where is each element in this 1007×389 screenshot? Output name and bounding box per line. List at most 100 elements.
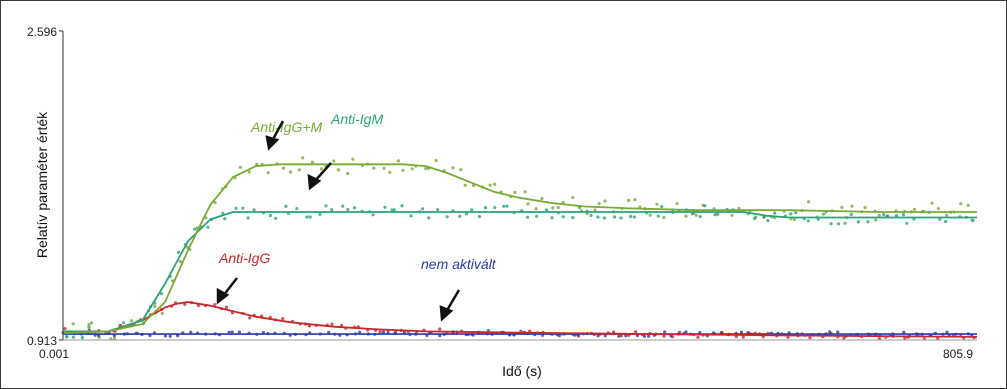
- scatter-point-anti-igg-m: [603, 199, 607, 203]
- scatter-point-anti-igg: [662, 334, 666, 338]
- scatter-point-anti-igg-m: [662, 215, 666, 220]
- scatter-point-anti-igg-m: [332, 159, 336, 163]
- scatter-point-anti-igm: [789, 212, 793, 216]
- scatter-point-anti-igg-m: [410, 167, 414, 171]
- scatter-point-anti-igg-m: [297, 168, 301, 172]
- scatter-point-anti-igm: [308, 215, 312, 219]
- scatter-point-anti-igm: [596, 215, 600, 219]
- scatter-point-nem-aktiv-lt: [189, 330, 193, 334]
- scatter-point-anti-igg-m: [459, 168, 463, 172]
- y-tick-label-min: 0.913: [27, 334, 57, 348]
- scatter-point-anti-igg-m: [401, 168, 405, 172]
- scatter-point-anti-igg-m: [288, 170, 293, 174]
- scatter-point-nem-aktiv-lt: [381, 330, 386, 334]
- scatter-point-nem-aktiv-lt: [112, 334, 116, 338]
- scatter-point-anti-igg-m: [597, 202, 601, 206]
- scatter-point-anti-igm: [80, 336, 84, 340]
- scatter-point-anti-igm: [698, 215, 702, 219]
- scatter-point-anti-igm: [493, 206, 497, 210]
- scatter-point-anti-igg-m: [87, 322, 91, 327]
- scatter-point-nem-aktiv-lt: [237, 330, 241, 334]
- scatter-point-anti-igm: [753, 216, 757, 221]
- scatter-point-anti-igg-m: [561, 200, 565, 204]
- scatter-point-anti-igg-m: [627, 198, 631, 202]
- scatter-point-anti-igm: [882, 212, 886, 217]
- scatter-point-anti-igg: [786, 335, 790, 339]
- scatter-point-anti-igg-m: [71, 322, 75, 326]
- scatter-point-anti-igg-m: [930, 201, 934, 205]
- scatter-point-nem-aktiv-lt: [902, 330, 906, 334]
- scatter-point-anti-igg-m: [434, 158, 438, 163]
- scatter-point-anti-igg-m: [807, 200, 811, 204]
- scatter-point-anti-igg-m: [863, 206, 867, 210]
- scatter-point-anti-igg-m: [310, 160, 315, 164]
- scatter-point-anti-igm: [383, 205, 387, 209]
- series-lines: [62, 163, 978, 338]
- scatter-point-anti-igm: [561, 215, 565, 219]
- scatter-point-anti-igg-m: [945, 213, 949, 217]
- scatter-point-anti-igg-m: [266, 171, 270, 175]
- scatter-point-anti-igg: [330, 322, 334, 326]
- scatter-point-anti-igm: [65, 335, 69, 339]
- scatter-point-anti-igg-m: [336, 168, 341, 172]
- scatter-point-anti-igm: [716, 212, 720, 216]
- scatter-point-anti-igm: [371, 213, 375, 217]
- scatter-point-anti-igm: [544, 208, 549, 212]
- scatter-point-anti-igg-m: [877, 213, 881, 217]
- annotation-anti-igm: Anti-IgM: [330, 111, 383, 127]
- scatter-point-anti-igg-m: [874, 218, 878, 222]
- scatter-point-anti-igm: [390, 208, 394, 212]
- scatter-point-anti-igm: [502, 204, 506, 208]
- scatter-point-anti-igg-m: [185, 245, 189, 249]
- scatter-point-anti-igg-m: [160, 311, 164, 315]
- scatter-point-anti-igg-m: [821, 212, 826, 216]
- scatter-point-anti-igm: [87, 325, 91, 329]
- scatter-point-anti-igg-m: [633, 198, 637, 202]
- scatter-point-anti-igg: [307, 324, 311, 328]
- scatter-point-anti-igg-m: [513, 190, 517, 194]
- scatter-point-anti-igm: [944, 219, 948, 224]
- scatter-point-anti-igm: [619, 216, 623, 220]
- arrow-anti-igg-m: [265, 120, 285, 151]
- scatter-point-anti-igg-m: [247, 170, 251, 174]
- scatter-point-anti-igm: [477, 215, 482, 219]
- scatter-point-anti-igm: [660, 205, 664, 209]
- scatter-point-anti-igm: [829, 222, 833, 226]
- scatter-point-anti-igm: [268, 213, 272, 218]
- scatter-point-nem-aktiv-lt: [327, 330, 331, 334]
- scatter-point-nem-aktiv-lt: [596, 334, 600, 338]
- scatter-point-anti-igg-m: [346, 171, 350, 176]
- scatter-point-anti-igm: [234, 206, 238, 210]
- y-tick-label-max: 2.596: [27, 25, 57, 39]
- scatter-point-anti-igm: [436, 208, 440, 212]
- scatter-point-anti-igm: [970, 218, 974, 222]
- scatter-point-anti-igg-m: [319, 167, 323, 171]
- scatter-point-anti-igg-m: [238, 165, 242, 169]
- scatter-point-anti-igg-m: [301, 156, 305, 160]
- x-axis-title: Idő (s): [502, 363, 542, 379]
- scatter-point-anti-igm: [305, 215, 309, 219]
- scatter-point-anti-igm: [483, 206, 488, 210]
- scatter-point-anti-igm: [71, 335, 75, 339]
- x-tick-label-max: 805.9: [943, 347, 973, 361]
- scatter-point-anti-igg: [877, 337, 882, 341]
- scatter-point-anti-igg-m: [730, 213, 734, 217]
- annotation-anti-igg-m: Anti-IgG+M: [250, 119, 323, 135]
- scatter-point-anti-igm: [427, 216, 431, 220]
- scatter-point-anti-igm: [794, 211, 798, 215]
- scatter-point-anti-igm: [324, 204, 328, 208]
- scatter-point-nem-aktiv-lt: [647, 334, 651, 338]
- scatter-point-anti-igm: [505, 204, 509, 208]
- scatter-point-anti-igm: [458, 214, 462, 218]
- scatter-point-anti-igm: [400, 204, 404, 208]
- scatter-point-anti-igg-m: [89, 321, 94, 325]
- scatter-point-anti-igm: [206, 225, 210, 229]
- scatter-point-anti-igm: [690, 212, 695, 216]
- scatter-point-anti-igg-m: [593, 208, 597, 212]
- scatter-point-nem-aktiv-lt: [663, 330, 667, 334]
- annotations: Anti-IgG+M Anti-IgM Anti-IgG nem aktivál…: [216, 111, 497, 322]
- scatter-point-anti-igg-m: [424, 167, 428, 171]
- scatter-point-anti-igm: [526, 215, 530, 219]
- scatter-point-anti-igg: [438, 327, 442, 331]
